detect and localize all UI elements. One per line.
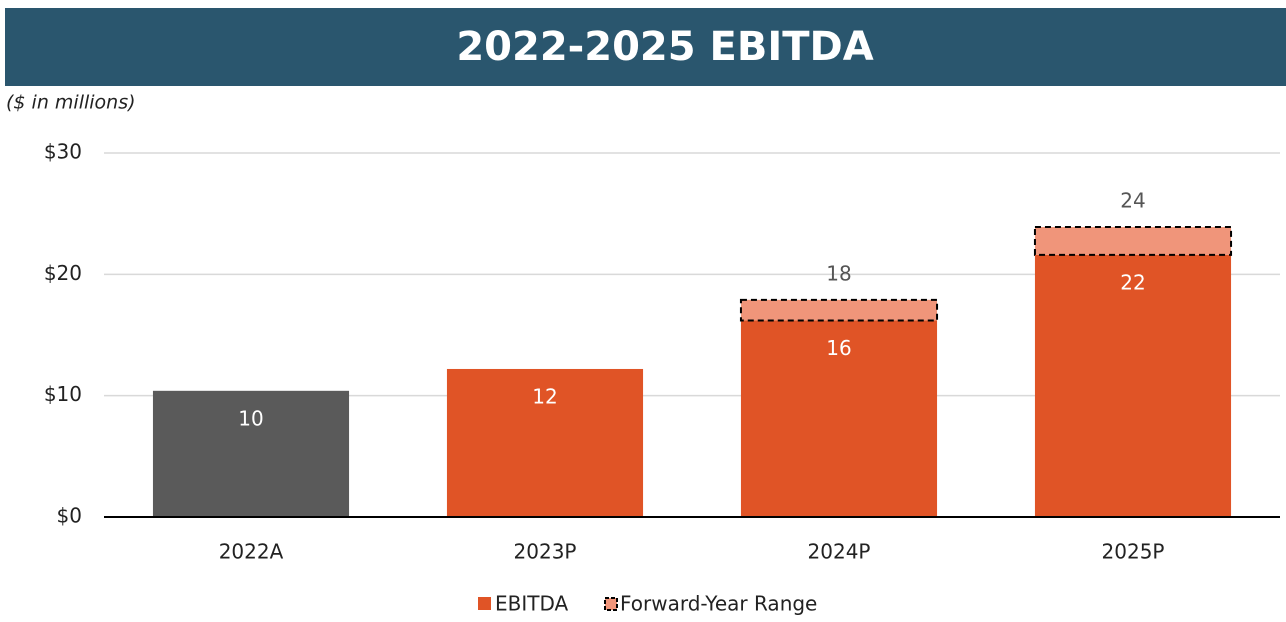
legend-label: Forward-Year Range: [620, 592, 817, 616]
value-label: 22: [1120, 270, 1145, 294]
range-bar: [1033, 226, 1233, 256]
value-label: 10: [238, 406, 263, 430]
subtitle: ($ in millions): [6, 92, 136, 114]
x-tick-label: 2024P: [808, 540, 871, 564]
title-band: [5, 8, 1286, 86]
x-tick-label: 2023P: [514, 540, 577, 564]
y-tick-label: $20: [44, 261, 82, 285]
value-label: 12: [532, 384, 557, 408]
x-tick-label: 2025P: [1102, 540, 1165, 564]
range-bar: [739, 298, 939, 322]
bar: [446, 368, 644, 517]
chart-title: 2022-2025 EBITDA: [456, 24, 873, 70]
bar: [1034, 254, 1232, 518]
y-tick-label: $10: [44, 382, 82, 406]
value-label: 16: [826, 336, 851, 360]
y-tick-label: $30: [44, 140, 82, 164]
range-label: 24: [1120, 189, 1145, 213]
legend-swatch: [478, 597, 491, 610]
bar: [740, 320, 938, 517]
bar: [152, 390, 350, 517]
y-tick-label: $0: [57, 504, 82, 528]
legend-label: EBITDA: [495, 592, 569, 616]
legend-swatch: [604, 597, 618, 611]
range-label: 18: [826, 261, 851, 285]
x-tick-label: 2022A: [219, 540, 284, 564]
